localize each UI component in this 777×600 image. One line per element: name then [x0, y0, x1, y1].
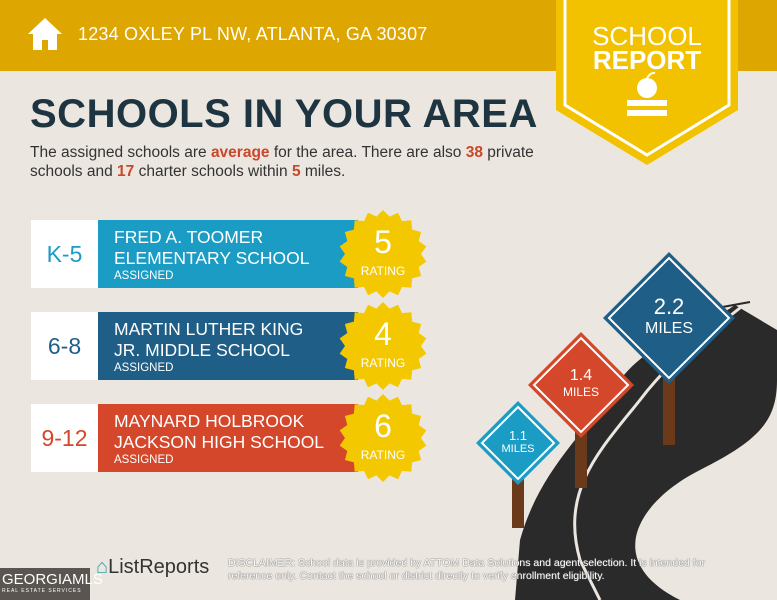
- page-title: SCHOOLS IN YOUR AREA: [30, 92, 538, 136]
- disclaimer: DISCLAIMER: School data is provided by A…: [228, 557, 706, 582]
- rating-star: 6 RATING: [339, 394, 427, 482]
- rating-star: 4 RATING: [339, 302, 427, 390]
- rating-value: 5: [374, 224, 392, 260]
- rating-value: 4: [374, 316, 392, 352]
- home-icon: [28, 18, 62, 50]
- school-name-line2: JACKSON HIGH SCHOOL: [114, 432, 325, 452]
- distance-unit: MILES: [644, 320, 693, 337]
- address: 1234 OXLEY PL NW, ATLANTA, GA 30307: [78, 24, 428, 44]
- school-status: ASSIGNED: [114, 270, 174, 282]
- school-name-line1: MARTIN LUTHER KING: [114, 319, 304, 339]
- rating-star: 5 RATING: [339, 210, 427, 298]
- star-burst-icon: [339, 210, 427, 298]
- rating-label: RATING: [360, 264, 406, 278]
- badge-line1: SCHOOL: [592, 21, 702, 51]
- school-name-line2: JR. MIDDLE SCHOOL: [114, 340, 290, 360]
- distance-value: 1.1: [508, 428, 528, 443]
- distance-sign: [528, 332, 634, 438]
- school-name-line2: ELEMENTARY SCHOOL: [114, 248, 310, 268]
- distance-sign-text: 1.4 MILES: [541, 367, 621, 399]
- distance-sign-text: 2.2 MILES: [629, 294, 709, 338]
- intro-text: The assigned schools are average for the…: [30, 144, 534, 180]
- grade-range: K-5: [31, 220, 98, 288]
- school-info: MARTIN LUTHER KING JR. MIDDLE SCHOOL ASS…: [98, 312, 358, 380]
- distance-sign: [476, 401, 560, 485]
- listreports-logo: ⌂ListReports: [96, 556, 210, 578]
- rating-label: RATING: [360, 448, 406, 462]
- distance-unit: MILES: [562, 385, 599, 399]
- star-burst-icon: [339, 302, 427, 390]
- school-row[interactable]: 9-12 MAYNARD HOLBROOK JACKSON HIGH SCHOO…: [31, 404, 361, 472]
- school-name-line1: FRED A. TOOMER: [114, 227, 264, 247]
- school-row[interactable]: 6-8 MARTIN LUTHER KING JR. MIDDLE SCHOOL…: [31, 312, 361, 380]
- rating-value: 6: [374, 408, 392, 444]
- school-name-line1: MAYNARD HOLBROOK: [114, 411, 305, 431]
- school-report-badge: [556, 0, 738, 165]
- distance-sign-text: 1.1 MILES: [478, 428, 558, 455]
- apple-on-book-icon: [627, 71, 667, 116]
- school-status: ASSIGNED: [114, 454, 174, 466]
- distance-sign: [603, 252, 735, 384]
- distance-value: 1.4: [569, 367, 593, 384]
- grade-range: 6-8: [31, 312, 98, 380]
- distance-unit: MILES: [501, 443, 535, 455]
- school-info: MAYNARD HOLBROOK JACKSON HIGH SCHOOL ASS…: [98, 404, 358, 472]
- star-burst-icon: [339, 394, 427, 482]
- georgiamls-watermark: GEORGIAMLS REAL ESTATE SERVICES: [0, 568, 103, 600]
- school-status: ASSIGNED: [114, 362, 174, 374]
- rating-label: RATING: [360, 356, 406, 370]
- grade-range: 9-12: [31, 404, 98, 472]
- school-info: FRED A. TOOMER ELEMENTARY SCHOOL ASSIGNE…: [98, 220, 358, 288]
- school-row[interactable]: K-5 FRED A. TOOMER ELEMENTARY SCHOOL ASS…: [31, 220, 361, 288]
- badge-line2: REPORT: [592, 45, 702, 75]
- distance-value: 2.2: [653, 294, 685, 319]
